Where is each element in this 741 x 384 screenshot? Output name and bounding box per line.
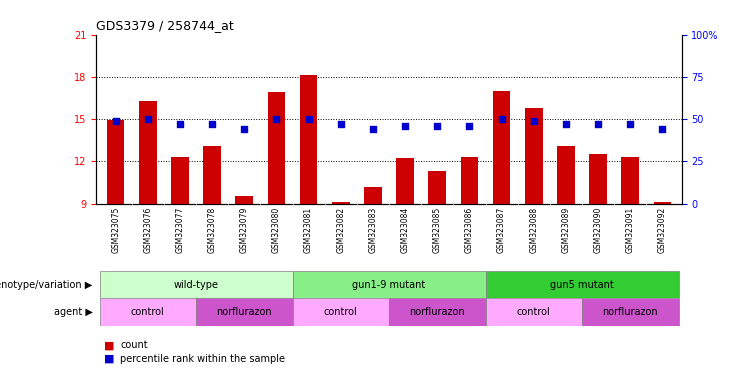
Text: ■: ■ (104, 340, 114, 350)
Bar (493, 91, 511, 204)
Text: GSM323089: GSM323089 (562, 207, 571, 253)
Bar (293, 271, 485, 298)
Text: norflurazon: norflurazon (602, 307, 658, 317)
Bar (139, 101, 156, 204)
Text: GSM323091: GSM323091 (625, 207, 635, 253)
Point (110, 118, 122, 124)
Bar (557, 146, 575, 204)
Bar (485, 271, 679, 298)
Point (496, 116, 508, 122)
Bar (300, 75, 317, 204)
Text: GSM323088: GSM323088 (529, 207, 538, 253)
Bar (107, 121, 124, 204)
Bar (589, 154, 607, 204)
Bar (236, 197, 253, 204)
Bar (461, 157, 478, 204)
Text: percentile rank within the sample: percentile rank within the sample (120, 354, 285, 364)
Bar (389, 298, 485, 326)
Bar (485, 298, 582, 326)
Text: GSM323084: GSM323084 (401, 207, 410, 253)
Text: genotype/variation ▶: genotype/variation ▶ (0, 280, 93, 290)
Text: GSM323087: GSM323087 (497, 207, 506, 253)
Bar (293, 298, 389, 326)
Text: GSM323092: GSM323092 (658, 207, 667, 253)
Text: GSM323077: GSM323077 (176, 207, 185, 253)
Text: GSM323075: GSM323075 (111, 207, 120, 253)
Point (592, 121, 604, 127)
Bar (203, 146, 221, 204)
Text: GDS3379 / 258744_at: GDS3379 / 258744_at (96, 19, 234, 32)
Bar (622, 157, 639, 204)
Text: count: count (120, 340, 147, 350)
Point (270, 116, 282, 122)
Bar (428, 171, 446, 204)
Bar (525, 108, 542, 204)
Point (399, 123, 411, 129)
Text: wild-type: wild-type (173, 280, 219, 290)
Text: norflurazon: norflurazon (410, 307, 465, 317)
Bar (332, 202, 350, 204)
Point (528, 118, 539, 124)
Text: norflurazon: norflurazon (216, 307, 272, 317)
Text: agent ▶: agent ▶ (54, 307, 93, 317)
Bar (582, 298, 679, 326)
Bar (654, 202, 671, 204)
Bar (196, 298, 293, 326)
Point (625, 121, 637, 127)
Text: GSM323080: GSM323080 (272, 207, 281, 253)
Point (302, 116, 314, 122)
Text: control: control (131, 307, 165, 317)
Point (174, 121, 186, 127)
Point (367, 126, 379, 132)
Text: GSM323078: GSM323078 (207, 207, 216, 253)
Text: control: control (517, 307, 551, 317)
Point (206, 121, 218, 127)
Text: GSM323086: GSM323086 (465, 207, 474, 253)
Text: GSM323079: GSM323079 (240, 207, 249, 253)
Text: ■: ■ (104, 354, 114, 364)
Point (464, 123, 476, 129)
Point (560, 121, 572, 127)
Text: GSM323083: GSM323083 (368, 207, 377, 253)
Text: gun5 mutant: gun5 mutant (550, 280, 614, 290)
Point (239, 126, 250, 132)
Text: GSM323076: GSM323076 (143, 207, 153, 253)
Bar (99, 271, 293, 298)
Point (335, 121, 347, 127)
Bar (396, 159, 414, 204)
Point (431, 123, 443, 129)
Bar (364, 187, 382, 204)
Bar (171, 157, 189, 204)
Text: GSM323082: GSM323082 (336, 207, 345, 253)
Point (142, 116, 153, 122)
Bar (99, 298, 196, 326)
Text: control: control (324, 307, 358, 317)
Text: GSM323081: GSM323081 (304, 207, 313, 253)
Bar (268, 92, 285, 204)
Text: GSM323090: GSM323090 (594, 207, 602, 253)
Text: GSM323085: GSM323085 (433, 207, 442, 253)
Text: gun1-9 mutant: gun1-9 mutant (353, 280, 425, 290)
Point (657, 126, 668, 132)
